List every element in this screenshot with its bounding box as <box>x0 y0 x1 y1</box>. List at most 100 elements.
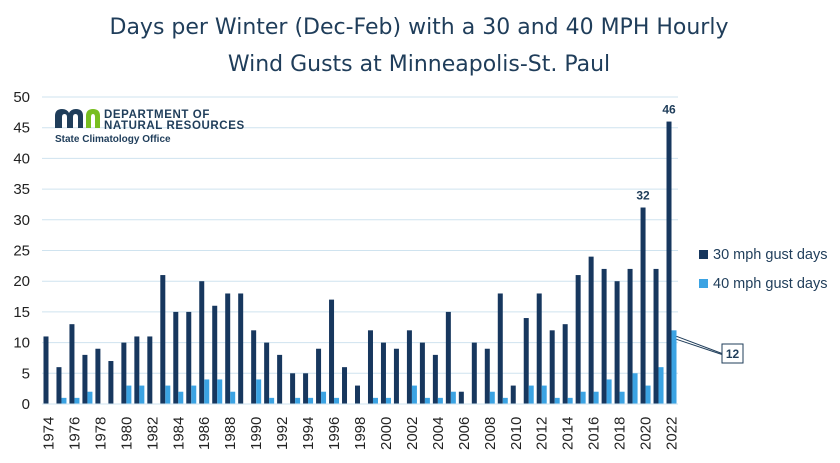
bar-30mph-2017 <box>601 268 607 404</box>
x-tick-label: 2016 <box>586 417 603 450</box>
x-tick-label: 1998 <box>352 417 369 450</box>
bar-40mph-1996 <box>334 397 340 404</box>
bar-40mph-2012 <box>541 385 547 404</box>
bar-30mph-2011 <box>523 318 529 404</box>
bar-40mph-2014 <box>567 397 573 404</box>
bar-30mph-1990 <box>251 330 257 404</box>
bar-30mph-1983 <box>160 275 166 404</box>
logo-line2: NATURAL RESOURCES <box>104 120 245 132</box>
bar-40mph-1994 <box>308 397 314 404</box>
bar-30mph-1977 <box>82 354 88 404</box>
bar-40mph-1993 <box>295 397 301 404</box>
y-tick-label: 15 <box>13 304 30 321</box>
bar-40mph-2018 <box>619 391 625 404</box>
bar-30mph-2002 <box>406 330 412 404</box>
y-tick-label: 30 <box>13 212 30 229</box>
bar-30mph-1991 <box>264 342 270 404</box>
bar-30mph-1996 <box>329 299 335 404</box>
bar-30mph-1986 <box>199 281 205 404</box>
bar-30mph-2013 <box>549 330 555 404</box>
bar-40mph-2019 <box>632 373 638 404</box>
y-tick-label: 25 <box>13 243 30 260</box>
callout-leader <box>676 338 723 355</box>
x-tick-label: 2018 <box>612 417 629 450</box>
data-label-40mph-2022: 12 <box>726 347 740 361</box>
logo-line3: State Climatology Office <box>55 134 171 145</box>
bar-40mph-1981 <box>139 385 145 404</box>
callout-box <box>721 343 744 364</box>
data-label-2022: 46 <box>662 103 676 117</box>
x-tick-label: 1996 <box>326 417 343 450</box>
bar-30mph-2020 <box>640 207 646 404</box>
bar-30mph-1988 <box>225 293 231 404</box>
legend-swatch-40mph <box>699 279 708 288</box>
x-tick-label: 1974 <box>40 417 57 450</box>
bar-30mph-1978 <box>95 348 101 404</box>
y-tick-label: 50 <box>13 89 30 106</box>
bar-30mph-2010 <box>510 385 516 404</box>
x-tick-label: 1992 <box>274 417 291 450</box>
bar-30mph-1976 <box>69 324 75 404</box>
y-tick-label: 20 <box>13 273 30 290</box>
bar-40mph-1991 <box>269 397 275 404</box>
bar-30mph-1975 <box>56 367 62 404</box>
bar-30mph-1984 <box>173 311 179 404</box>
bar-30mph-1994 <box>303 373 309 404</box>
bar-40mph-1987 <box>217 379 223 404</box>
x-tick-label: 2006 <box>456 417 473 450</box>
x-tick-label: 1986 <box>196 417 213 450</box>
y-axis: 0 5 10 15 20 25 30 35 40 45 50 <box>13 89 30 413</box>
bar-30mph-1981 <box>134 336 140 404</box>
legend-label-30mph: 30 mph gust days <box>713 247 827 263</box>
bar-40mph-1976 <box>74 397 80 404</box>
bar-40mph-1985 <box>191 385 197 404</box>
bar-30mph-1979 <box>108 361 114 404</box>
x-tick-label: 2004 <box>430 417 447 450</box>
x-tick-label: 2002 <box>404 417 421 450</box>
bar-40mph-1999 <box>372 397 378 404</box>
bar-30mph-1999 <box>367 330 373 404</box>
bar-40mph-2017 <box>606 379 612 404</box>
callout-leader <box>676 335 723 354</box>
bar-40mph-2009 <box>502 397 508 404</box>
x-tick-label: 2020 <box>638 417 655 450</box>
x-tick-label: 1988 <box>222 417 239 450</box>
bar-30mph-1985 <box>186 311 192 404</box>
y-tick-label: 5 <box>22 365 30 382</box>
bar-30mph-2021 <box>653 268 659 404</box>
bar-40mph-2011 <box>528 385 534 404</box>
x-axis: 1974 1976 1978 1980 1982 1984 1986 1988 1990 1992… <box>40 403 681 450</box>
bar-40mph-1984 <box>178 391 184 404</box>
bar-30mph-1987 <box>212 305 218 404</box>
bar-30mph-2000 <box>380 342 386 404</box>
y-tick-label: 40 <box>13 150 30 167</box>
bar-30mph-2012 <box>536 293 542 404</box>
bar-30mph-2001 <box>393 348 399 404</box>
x-tick-label: 2014 <box>560 417 577 450</box>
bar-40mph-1983 <box>165 385 171 404</box>
logo-line1: DEPARTMENT OF <box>104 109 210 121</box>
bar-40mph-2005 <box>450 391 456 404</box>
bar-30mph-2022 <box>666 121 672 404</box>
bar-30mph-2014 <box>562 324 568 404</box>
bar-30mph-2018 <box>614 281 620 404</box>
bar-30mph-1982 <box>147 336 153 404</box>
bar-40mph-1988 <box>230 391 236 404</box>
x-tick-label: 1982 <box>144 417 161 450</box>
bar-30mph-2007 <box>471 342 477 404</box>
bar-30mph-1993 <box>290 373 296 404</box>
bar-40mph-1975 <box>61 397 67 404</box>
data-labels: 32 46 12 <box>636 103 744 364</box>
x-tick-label: 1976 <box>66 417 83 450</box>
bar-40mph-2015 <box>580 391 586 404</box>
bar-30mph-1989 <box>238 293 244 404</box>
x-tick-label: 1978 <box>92 417 109 450</box>
x-tick-label: 2010 <box>508 417 525 450</box>
bar-40mph-2013 <box>554 397 560 404</box>
x-tick-label: 1994 <box>300 417 317 450</box>
bar-40mph-1986 <box>204 379 210 404</box>
bar-40mph-2020 <box>645 385 651 404</box>
bar-40mph-1990 <box>256 379 262 404</box>
bar-30mph-1980 <box>121 342 127 404</box>
